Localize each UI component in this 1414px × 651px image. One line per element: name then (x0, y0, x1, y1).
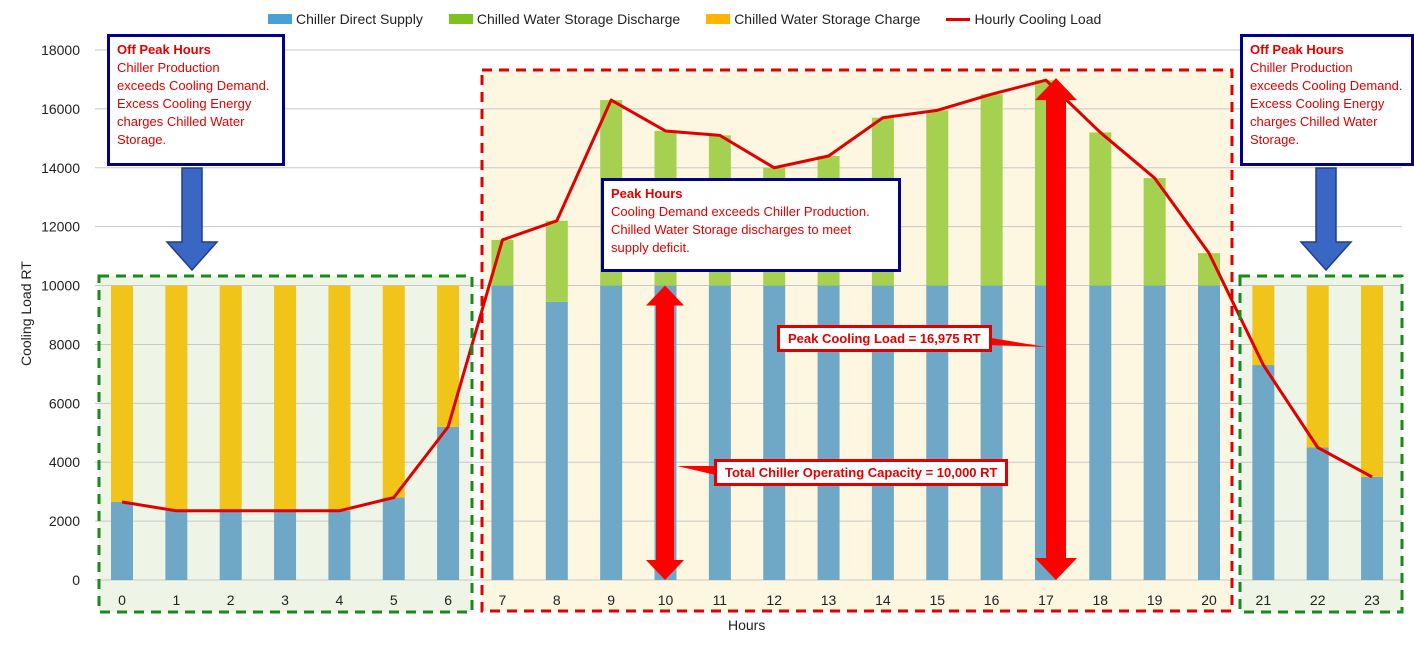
svg-text:12: 12 (766, 592, 782, 608)
svg-text:22: 22 (1310, 592, 1326, 608)
svg-text:19: 19 (1147, 592, 1163, 608)
chiller-capacity-label: Total Chiller Operating Capacity = 10,00… (714, 459, 1009, 486)
legend-item-cooling-load: Hourly Cooling Load (946, 11, 1101, 27)
svg-text:21: 21 (1256, 592, 1272, 608)
svg-text:0: 0 (72, 572, 80, 588)
svg-text:5: 5 (390, 592, 398, 608)
legend: Chiller Direct Supply Chilled Water Stor… (268, 11, 1127, 27)
zone-borders (97, 68, 1404, 614)
svg-text:16000: 16000 (41, 101, 80, 117)
svg-text:14000: 14000 (41, 160, 80, 176)
svg-text:2: 2 (227, 592, 235, 608)
cooling-load-line (121, 78, 1373, 513)
legend-swatch (268, 14, 292, 24)
svg-text:16: 16 (984, 592, 1000, 608)
svg-text:8: 8 (553, 592, 561, 608)
svg-text:9: 9 (607, 592, 615, 608)
svg-text:12000: 12000 (41, 219, 80, 235)
svg-text:11: 11 (713, 592, 728, 608)
svg-text:3: 3 (281, 592, 289, 608)
svg-text:17: 17 (1038, 592, 1054, 608)
svg-text:10000: 10000 (41, 278, 80, 294)
svg-text:8000: 8000 (49, 336, 80, 352)
legend-item-storage-charge: Chilled Water Storage Charge (706, 11, 920, 27)
svg-text:1: 1 (172, 592, 180, 608)
svg-text:0: 0 (118, 592, 126, 608)
peak-hours-callout: Peak Hours Cooling Demand exceeds Chille… (601, 178, 901, 272)
off-peak-callout-left: Off Peak Hours Chiller Production exceed… (107, 34, 285, 166)
legend-swatch (706, 14, 731, 24)
svg-text:6000: 6000 (49, 395, 80, 411)
svg-text:4000: 4000 (49, 454, 80, 470)
svg-text:10: 10 (658, 592, 674, 608)
svg-text:2000: 2000 (49, 513, 80, 529)
x-axis-ticks: 0 1 2 3 4 5 6 7 8 9 10 11 12 13 14 15 16 17 18 19 20 21 22 23 (118, 592, 1380, 608)
svg-text:4: 4 (336, 592, 344, 608)
svg-text:14: 14 (875, 592, 891, 608)
off-peak-callout-right: Off Peak Hours Chiller Production exceed… (1240, 34, 1414, 166)
legend-swatch (946, 17, 971, 21)
svg-text:20: 20 (1201, 592, 1217, 608)
svg-text:18000: 18000 (41, 42, 80, 58)
peak-cooling-load-label: Peak Cooling Load = 16,975 RT (777, 325, 992, 352)
svg-text:18: 18 (1093, 592, 1109, 608)
svg-text:6: 6 (444, 592, 452, 608)
y-axis-ticks: 0 2000 4000 6000 8000 10000 12000 14000 16000 180… (41, 42, 80, 588)
grid-lines (95, 49, 1402, 581)
y-axis-title: Cooling Load RT (18, 261, 34, 366)
legend-swatch (448, 14, 473, 24)
legend-item-direct-supply: Chiller Direct Supply (268, 11, 423, 27)
bars (111, 80, 1384, 580)
x-axis-title: Hours (728, 617, 766, 633)
legend-item-storage-discharge: Chilled Water Storage Discharge (448, 11, 680, 27)
svg-text:13: 13 (821, 592, 837, 608)
svg-text:15: 15 (929, 592, 945, 608)
annotation-arrows (165, 78, 1353, 581)
svg-text:7: 7 (499, 592, 507, 608)
svg-text:23: 23 (1364, 592, 1380, 608)
